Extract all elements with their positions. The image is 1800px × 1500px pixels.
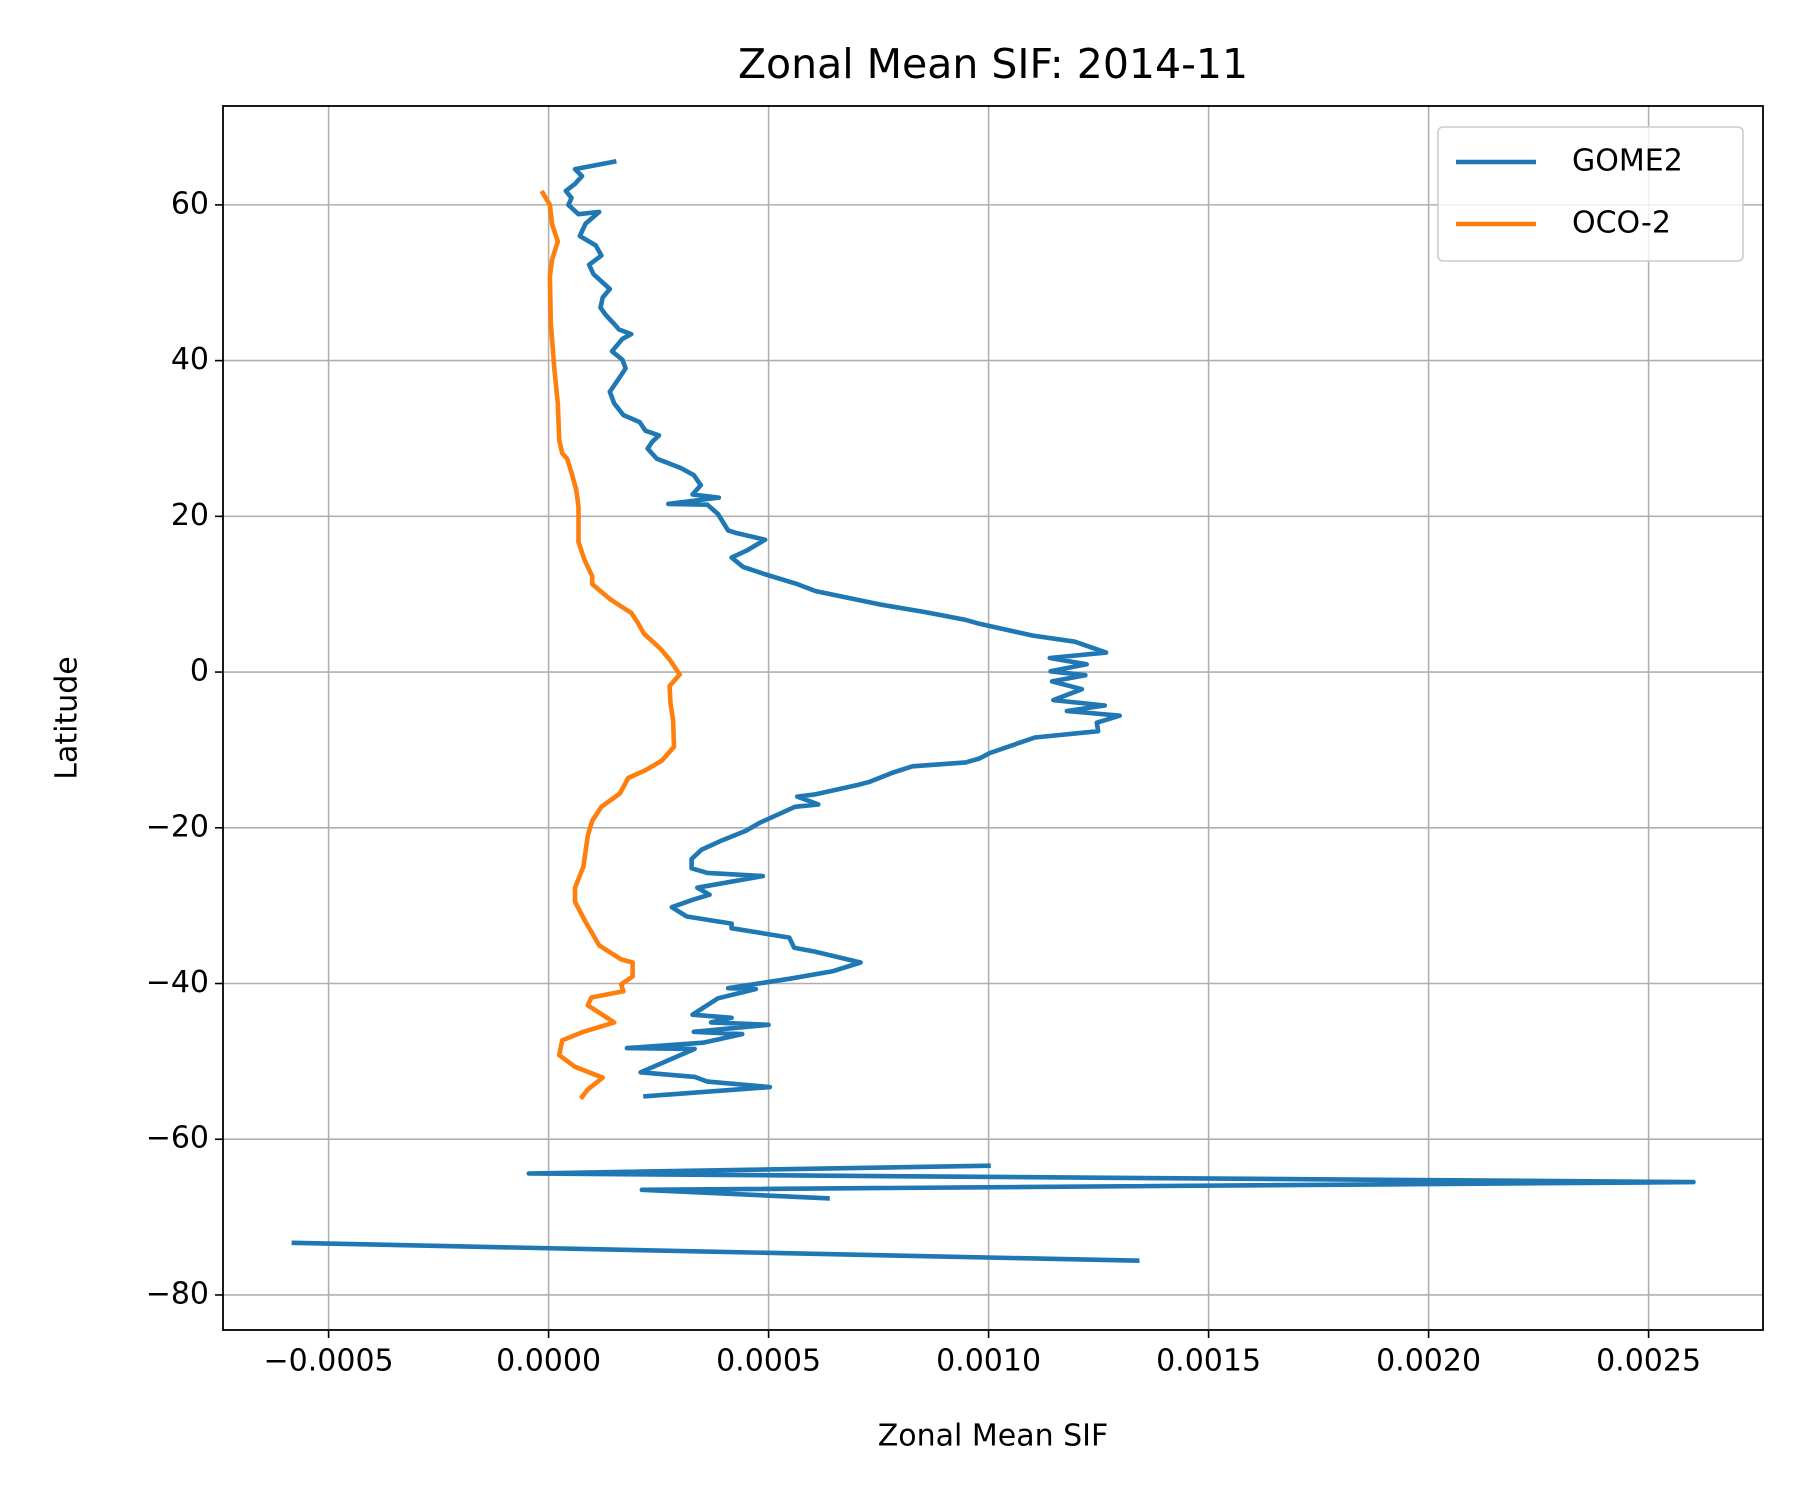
series-line: [291, 159, 1696, 1263]
y-tick-label: −80: [146, 1276, 209, 1311]
x-axis-label: Zonal Mean SIF: [878, 1419, 1109, 1454]
x-tick-label: 0.0020: [1376, 1344, 1481, 1379]
y-tick-label: −20: [146, 809, 209, 844]
legend-label: GOME2: [1572, 144, 1683, 179]
y-tick-label: −40: [146, 965, 209, 1000]
chart-title: Zonal Mean SIF: 2014-11: [738, 40, 1248, 88]
legend: GOME2 OCO-2: [1437, 126, 1744, 262]
plot-frame: [222, 105, 1764, 1331]
x-tick-label: 0.0005: [716, 1344, 821, 1379]
y-tick-label: 0: [190, 654, 209, 689]
y-tick-label: 40: [171, 342, 209, 377]
y-axis-label: Latitude: [50, 656, 85, 779]
x-tick-label: 0.0025: [1596, 1344, 1701, 1379]
x-tick-label: 0.0010: [936, 1344, 1041, 1379]
x-tick-label: 0.0015: [1156, 1344, 1261, 1379]
x-tick-label: −0.0005: [264, 1344, 394, 1379]
y-tick-label: 20: [171, 498, 209, 533]
y-tick-label: 60: [171, 186, 209, 221]
y-tick-label: −60: [146, 1121, 209, 1156]
legend-label: OCO-2: [1572, 206, 1671, 241]
series-line: [539, 189, 682, 1101]
x-tick-label: 0.0000: [496, 1344, 601, 1379]
